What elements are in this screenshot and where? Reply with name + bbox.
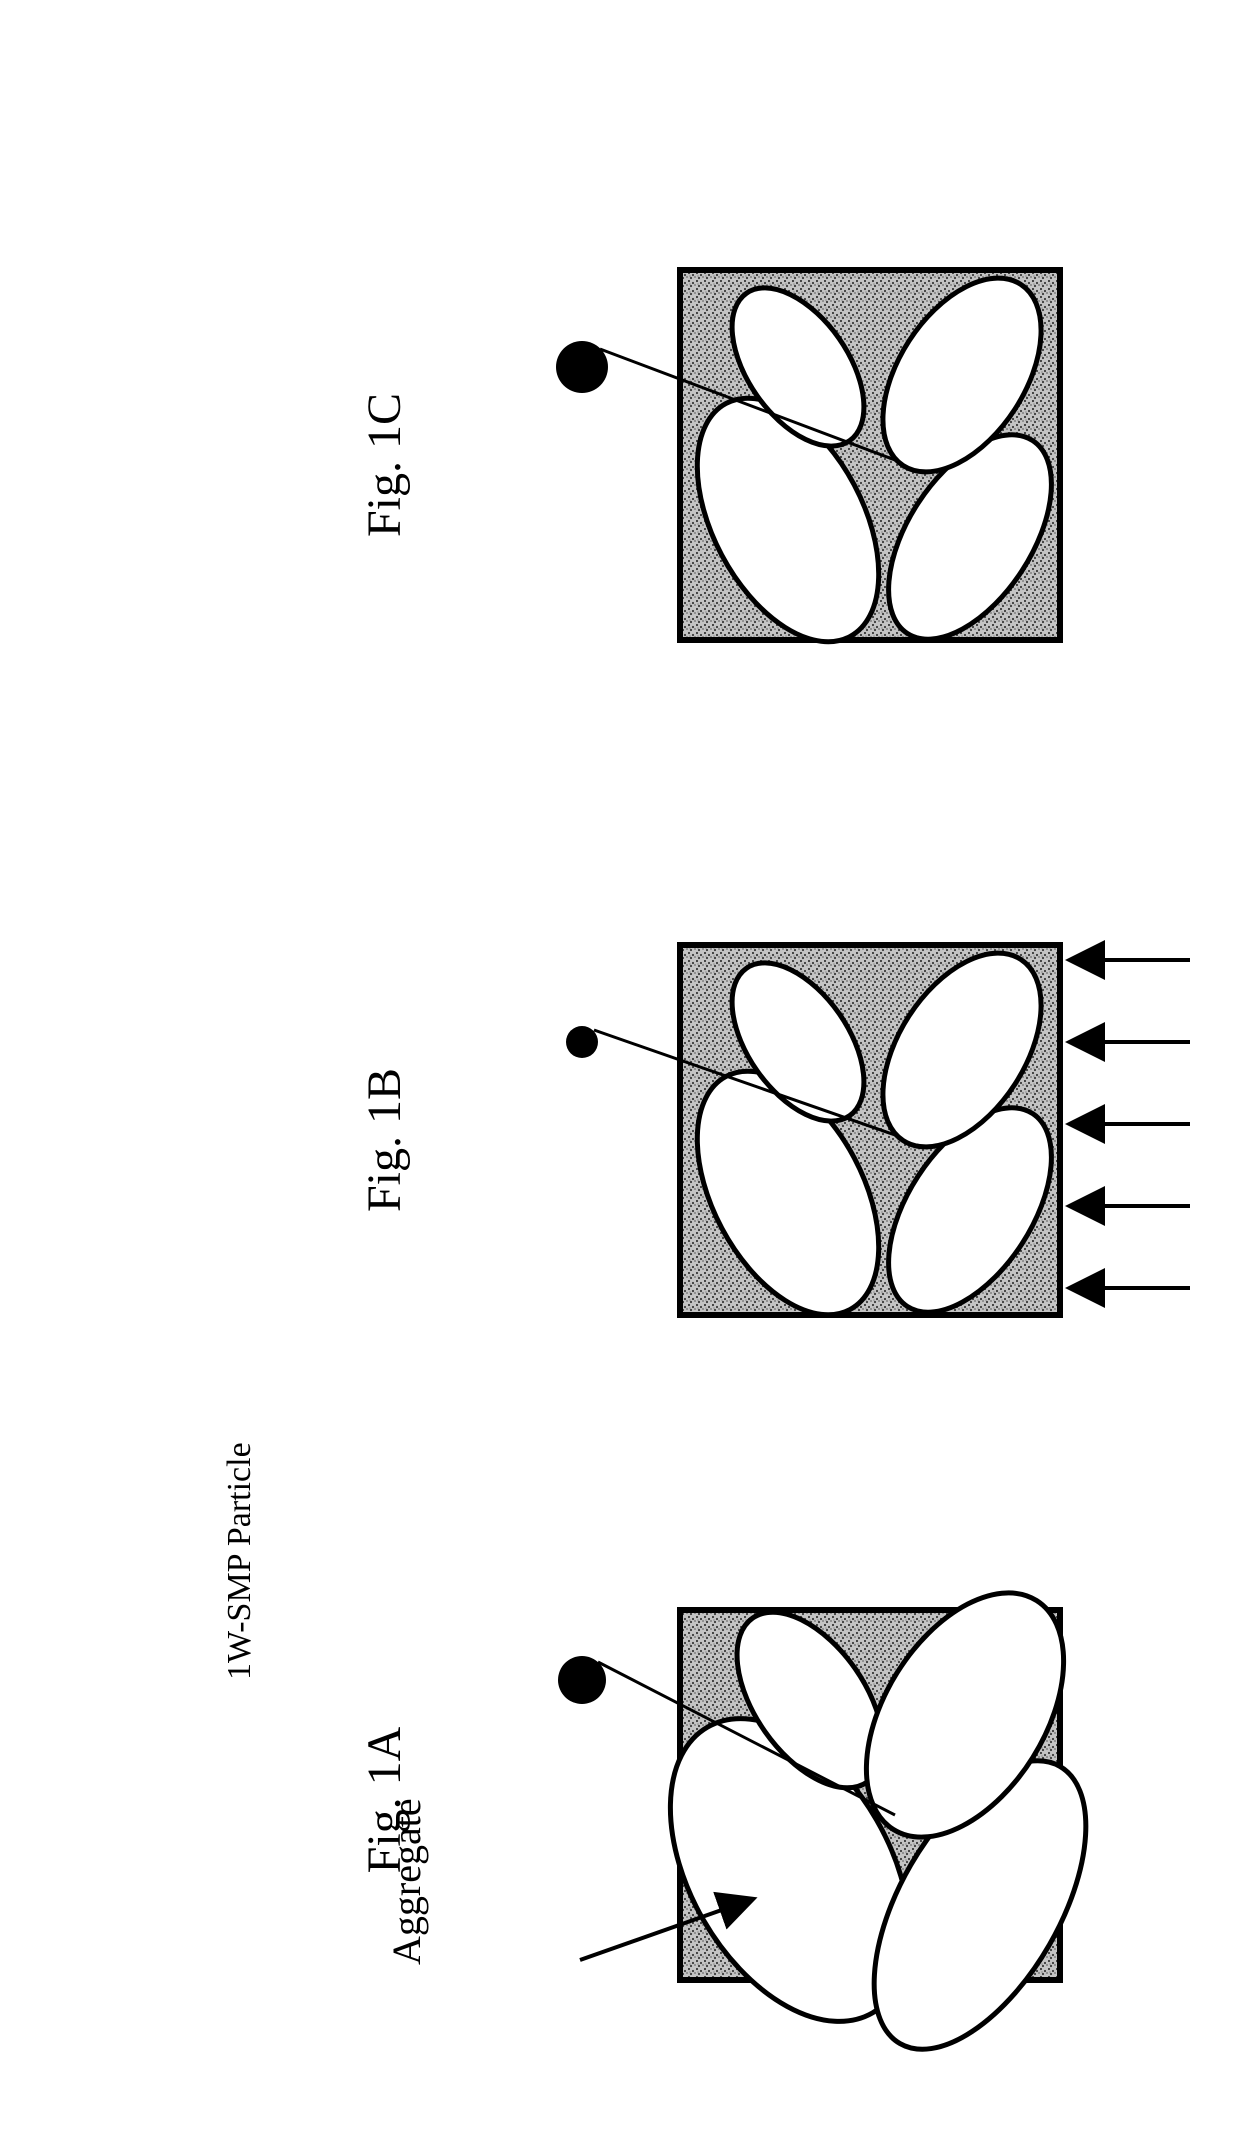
fig-1c: Fig. 1C [358,250,1085,672]
caption-1c: Fig. 1C [358,393,411,537]
marker-dot-1a [558,1656,606,1704]
marker-label-1a: 1W-SMP Particle [221,1442,258,1680]
caption-1b: Fig. 1B [358,1068,411,1212]
marker-dot-1b [566,1026,598,1058]
fig-1b: Fig. 1B [358,925,1190,1345]
caption-1a: Fig. 1A [358,1726,411,1873]
diagram-svg: Aggregate 1W-SMP Particle Fig. 1A Fig. 1… [0,0,1240,2141]
marker-dot-1c [556,341,608,393]
stimulus-arrows [1073,960,1190,1288]
fig-1a: Aggregate 1W-SMP Particle Fig. 1A [221,1442,1129,2083]
